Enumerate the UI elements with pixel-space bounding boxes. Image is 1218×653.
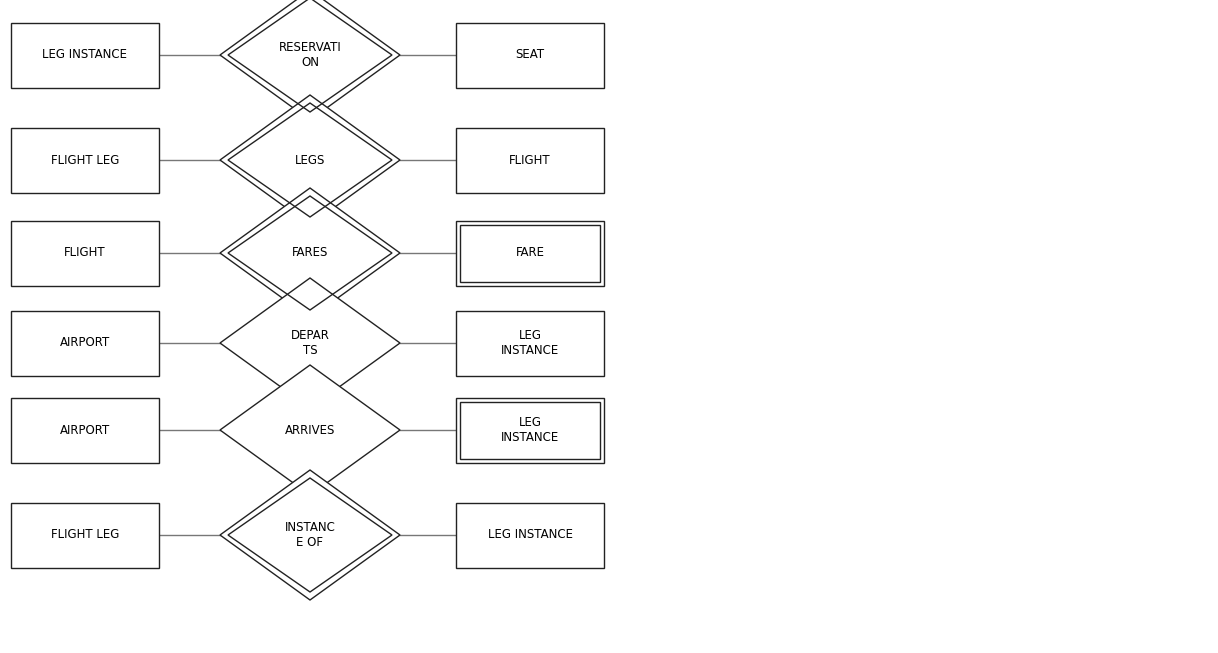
Text: FARES: FARES — [292, 246, 328, 259]
Bar — [460, 402, 600, 458]
Text: DEPAR
TS: DEPAR TS — [291, 329, 329, 357]
Text: LEG
INSTANCE: LEG INSTANCE — [501, 416, 559, 444]
Polygon shape — [220, 470, 400, 600]
Bar — [456, 310, 604, 375]
Bar — [11, 310, 160, 375]
Bar — [456, 22, 604, 88]
Bar — [456, 221, 604, 285]
Text: FLIGHT LEG: FLIGHT LEG — [51, 528, 119, 541]
Bar — [11, 503, 160, 567]
Text: AIRPORT: AIRPORT — [60, 424, 110, 436]
Text: FLIGHT: FLIGHT — [509, 153, 551, 167]
Text: LEG INSTANCE: LEG INSTANCE — [43, 48, 128, 61]
Polygon shape — [220, 278, 400, 408]
Polygon shape — [220, 95, 400, 225]
Text: AIRPORT: AIRPORT — [60, 336, 110, 349]
Bar — [11, 127, 160, 193]
Text: SEAT: SEAT — [515, 48, 544, 61]
Bar — [11, 22, 160, 88]
Text: LEGS: LEGS — [295, 153, 325, 167]
Text: FLIGHT LEG: FLIGHT LEG — [51, 153, 119, 167]
Bar — [456, 127, 604, 193]
Bar — [460, 225, 600, 281]
Polygon shape — [220, 365, 400, 495]
Text: INSTANC
E OF: INSTANC E OF — [285, 521, 335, 549]
Bar — [11, 398, 160, 462]
Polygon shape — [220, 0, 400, 120]
Text: RESERVATI
ON: RESERVATI ON — [279, 41, 341, 69]
Text: LEG
INSTANCE: LEG INSTANCE — [501, 329, 559, 357]
Text: ARRIVES: ARRIVES — [285, 424, 335, 436]
Bar — [456, 503, 604, 567]
Bar — [11, 221, 160, 285]
Text: FLIGHT: FLIGHT — [65, 246, 106, 259]
Text: LEG INSTANCE: LEG INSTANCE — [487, 528, 572, 541]
Polygon shape — [220, 188, 400, 318]
Text: FARE: FARE — [515, 246, 544, 259]
Bar — [456, 398, 604, 462]
